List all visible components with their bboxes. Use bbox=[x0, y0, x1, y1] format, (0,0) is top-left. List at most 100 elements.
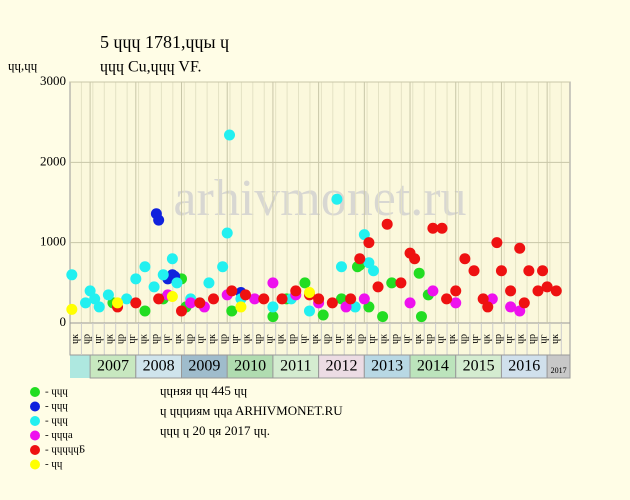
year-band bbox=[546, 354, 571, 379]
point bbox=[349, 301, 361, 313]
point bbox=[84, 285, 96, 297]
point bbox=[221, 227, 233, 239]
point bbox=[226, 285, 238, 297]
point bbox=[436, 222, 448, 234]
point bbox=[450, 297, 462, 309]
sublabel: ɥк bbox=[104, 334, 115, 344]
point bbox=[395, 277, 407, 289]
note: ɥɥняя ɥɥ 445 ɥɥ bbox=[160, 383, 248, 398]
sublabel: ɥг bbox=[230, 334, 241, 343]
x-tick-label: 2011 bbox=[280, 358, 311, 375]
point bbox=[176, 305, 188, 317]
point bbox=[523, 265, 535, 277]
point bbox=[240, 289, 252, 301]
point bbox=[276, 293, 288, 305]
point bbox=[299, 277, 311, 289]
sublabel: ɥр bbox=[390, 334, 401, 344]
sublabel: ɥк bbox=[139, 334, 150, 344]
sublabel: ɥг bbox=[264, 334, 275, 343]
y-tick-label: 2000 bbox=[40, 153, 66, 168]
x-tick-label: 2010 bbox=[234, 358, 266, 375]
point bbox=[139, 305, 151, 317]
point bbox=[217, 261, 229, 273]
point bbox=[139, 261, 151, 273]
sublabel: ɥк bbox=[276, 334, 287, 344]
point bbox=[372, 281, 384, 293]
point bbox=[153, 214, 165, 226]
sublabel: ɥк bbox=[413, 334, 424, 344]
point bbox=[468, 265, 480, 277]
point bbox=[477, 293, 489, 305]
point bbox=[102, 289, 114, 301]
point bbox=[226, 305, 238, 317]
point bbox=[331, 193, 343, 205]
legend-label: - ɥɥɥ bbox=[45, 400, 68, 412]
point bbox=[112, 297, 124, 309]
x-tick-label: 2009 bbox=[188, 358, 220, 375]
point bbox=[550, 285, 562, 297]
sublabel: ɥр bbox=[253, 334, 264, 344]
y-tick-label: 1000 bbox=[40, 234, 66, 249]
sublabel: ɥг bbox=[504, 334, 515, 343]
point bbox=[80, 297, 92, 309]
point bbox=[267, 277, 279, 289]
legend-label: - ɥɥ bbox=[45, 458, 63, 470]
point bbox=[518, 297, 530, 309]
point bbox=[166, 290, 178, 302]
legend-marker bbox=[30, 387, 40, 397]
note: ɥɥɥ ɥ 20 ɥя 2017 ɥɥ. bbox=[160, 423, 270, 438]
point bbox=[491, 237, 503, 249]
sublabel: ɥр bbox=[116, 334, 127, 344]
point bbox=[303, 286, 315, 298]
point bbox=[505, 301, 517, 313]
point bbox=[185, 297, 197, 309]
point bbox=[130, 297, 142, 309]
sublabel: ɥг bbox=[333, 334, 344, 343]
x-tick-label: 2016 bbox=[508, 358, 540, 375]
point bbox=[427, 285, 439, 297]
sublabel: ɥк bbox=[310, 334, 321, 344]
sublabel: ɥг bbox=[127, 334, 138, 343]
sublabel: ɥк bbox=[516, 334, 527, 344]
sublabel: ɥк bbox=[447, 334, 458, 344]
point bbox=[267, 311, 279, 323]
sublabel: ɥр bbox=[184, 334, 195, 344]
sublabel: ɥр bbox=[219, 334, 230, 344]
sublabel: ɥр bbox=[493, 334, 504, 344]
point bbox=[148, 281, 160, 293]
legend-label: - ɥɥɥɥɥБ bbox=[45, 444, 85, 456]
point bbox=[482, 301, 494, 313]
sublabel: ɥк bbox=[379, 334, 390, 344]
legend-marker bbox=[30, 445, 40, 455]
point bbox=[415, 311, 427, 323]
x-tick-label: 2015 bbox=[463, 358, 495, 375]
x-tick-label: 2008 bbox=[143, 358, 175, 375]
point bbox=[340, 301, 352, 313]
point bbox=[313, 293, 325, 305]
sublabel: ɥк bbox=[241, 334, 252, 344]
point bbox=[335, 261, 347, 273]
sublabel: ɥг bbox=[299, 334, 310, 343]
point bbox=[335, 293, 347, 305]
point bbox=[459, 253, 471, 265]
point bbox=[537, 265, 549, 277]
x-tick-label: 2017 bbox=[551, 366, 567, 375]
band-start bbox=[70, 355, 90, 378]
sublabel: ɥр bbox=[81, 334, 92, 344]
point bbox=[358, 229, 370, 241]
point bbox=[505, 285, 517, 297]
point bbox=[514, 305, 526, 317]
point bbox=[66, 303, 78, 315]
point bbox=[267, 301, 279, 313]
point bbox=[532, 285, 544, 297]
point bbox=[194, 297, 206, 309]
legend-marker bbox=[30, 430, 40, 441]
sublabel: ɥр bbox=[424, 334, 435, 344]
point bbox=[404, 297, 416, 309]
point bbox=[290, 285, 302, 297]
x-tick-label: 2012 bbox=[325, 358, 357, 375]
y-axis-label: ɥɥ,ɥɥ bbox=[8, 58, 38, 73]
point bbox=[363, 237, 375, 249]
sublabel-row bbox=[69, 322, 571, 356]
sublabel: ɥр bbox=[321, 334, 332, 344]
